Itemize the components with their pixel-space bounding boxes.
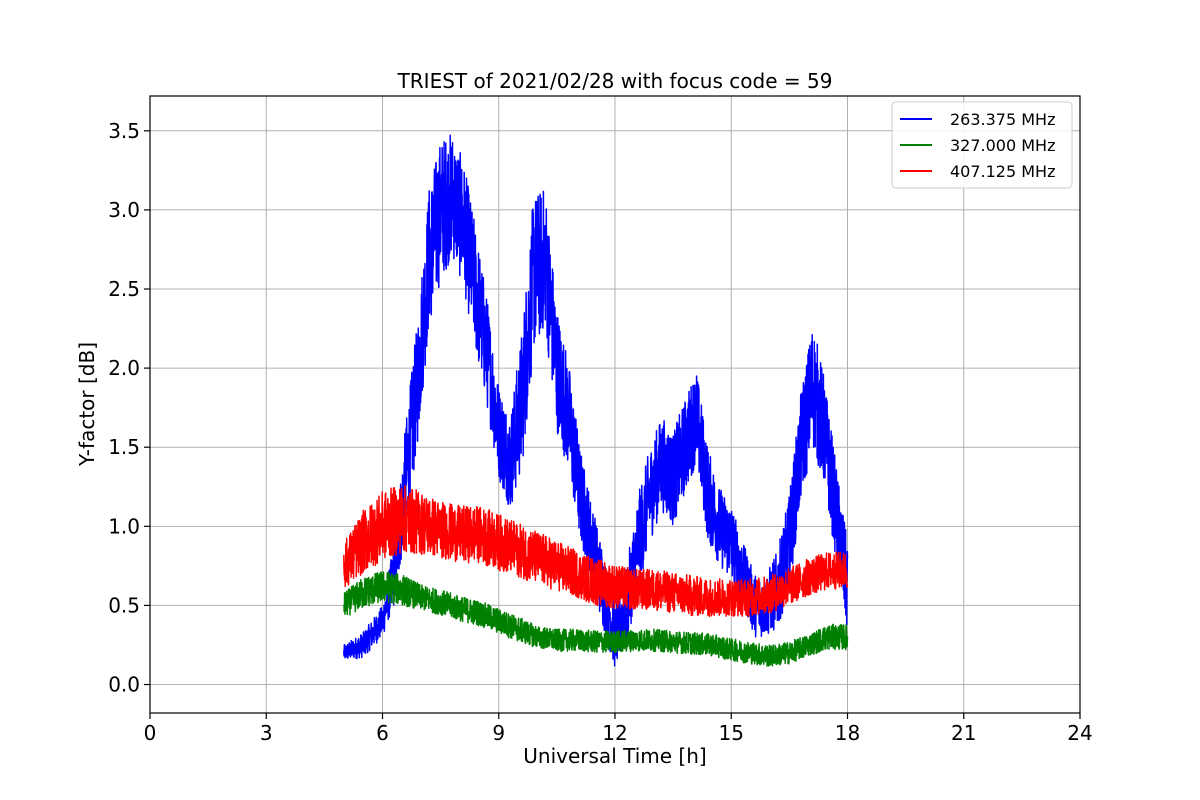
x-axis-label: Universal Time [h] [523, 744, 706, 768]
series-line-2 [343, 484, 849, 618]
x-tick-label: 21 [951, 721, 976, 745]
x-tick-label: 0 [144, 721, 157, 745]
y-tick-label: 1.5 [108, 435, 140, 459]
legend-label-0: 263.375 MHz [950, 110, 1055, 129]
x-tick-label: 15 [719, 721, 744, 745]
y-tick-label: 0.0 [108, 673, 140, 697]
x-tick-label: 9 [492, 721, 505, 745]
x-tick-label: 24 [1067, 721, 1092, 745]
y-tick-label: 0.5 [108, 593, 140, 617]
axis-ticks: 0 3 6 9 12 15 18 21 24 0.0 0.5 1.0 1.5 2.0 2.5 3.0 3.5 [108, 119, 1093, 745]
y-tick-label: 1.0 [108, 514, 140, 538]
legend-box [891, 101, 1073, 189]
plot-series [343, 134, 849, 667]
legend-label-2: 407.125 MHz [950, 162, 1055, 181]
legend-label-1: 327.000 MHz [950, 136, 1055, 155]
x-tick-label: 18 [835, 721, 860, 745]
x-tick-label: 6 [376, 721, 389, 745]
chart-title: TRIEST of 2021/02/28 with focus code = 5… [397, 69, 833, 93]
x-tick-label: 3 [260, 721, 273, 745]
x-tick-label: 12 [602, 721, 627, 745]
y-axis-label: Y-factor [dB] [75, 342, 99, 467]
legend: 263.375 MHz 327.000 MHz 407.125 MHz [891, 101, 1073, 189]
y-tick-label: 3.0 [108, 198, 140, 222]
y-tick-label: 3.5 [108, 119, 140, 143]
y-tick-label: 2.5 [108, 277, 140, 301]
y-tick-label: 2.0 [108, 356, 140, 380]
series-line-1 [343, 571, 849, 667]
